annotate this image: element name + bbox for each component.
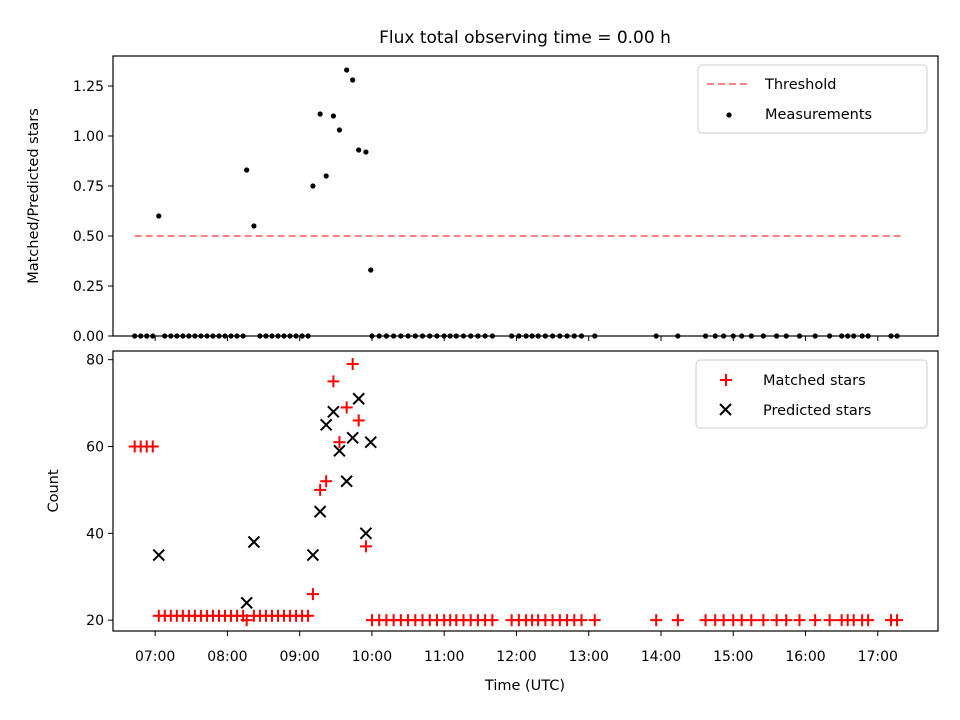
bottom-y-tick-label: 60 (86, 440, 104, 456)
matched-star-point (780, 614, 793, 627)
top-y-tick-label: 1.00 (73, 129, 104, 145)
predicted-star-point (247, 535, 261, 549)
matched-star-point (146, 440, 159, 453)
predicted-star-point (327, 405, 340, 418)
measurement-point (363, 149, 369, 155)
predicted-star-point (240, 596, 253, 609)
matched-star-point (575, 614, 588, 627)
measurement-point (251, 223, 257, 229)
matched-star-point (346, 358, 359, 371)
top-legend-frame (697, 64, 928, 134)
matched-star-point (306, 588, 319, 601)
matched-star-point (809, 614, 822, 627)
matched-star-point (757, 614, 770, 627)
x-tick-label: 10:00 (352, 649, 392, 665)
predicted-star-point (352, 392, 365, 405)
x-tick-label: 17:00 (858, 649, 898, 665)
x-tick-label: 12:00 (496, 649, 536, 665)
matched-star-point (891, 614, 904, 627)
matched-star-point (745, 614, 758, 627)
matched-star-point (240, 614, 253, 627)
measurement-point (310, 183, 316, 189)
bottom-x-axis: 07:00 08:00 09:00 10:00 11:00 12:00 13:00 14:00… (135, 631, 898, 665)
legend-threshold-label: Threshold (764, 77, 836, 93)
x-tick-label: 13:00 (569, 649, 609, 665)
predicted-star-point (346, 431, 359, 445)
bottom-legend: Matched stars Predicted stars (695, 359, 928, 429)
measurement-point (368, 267, 374, 273)
bottom-y-tick-label: 40 (86, 526, 104, 542)
matched-star-point (793, 614, 806, 627)
predicted-star-point (359, 527, 373, 540)
matched-star-point (588, 614, 601, 627)
legend-predicted-label: Predicted stars (763, 403, 871, 419)
legend-measurements-marker (726, 112, 732, 118)
matched-star-point (650, 614, 663, 627)
predicted-star-point (340, 475, 353, 488)
matched-star-point (671, 614, 684, 627)
measurement-point (323, 173, 329, 179)
measurement-point (156, 213, 162, 219)
measurement-point (330, 113, 337, 119)
top-y-axis: 0.00 0.25 0.50 0.75 1.00 1.25 (73, 79, 113, 345)
legend-predicted-marker (719, 403, 732, 416)
predicted-star-point (364, 435, 377, 449)
bottom-marks (128, 358, 904, 627)
predicted-star-point (319, 418, 333, 432)
bottom-axes-frame (112, 350, 939, 632)
x-tick-label: 11:00 (424, 649, 464, 665)
bottom-y-axis: 20 40 60 80 (86, 353, 113, 629)
matched-star-point (823, 614, 836, 627)
bottom-y-tick-label: 20 (86, 613, 104, 629)
matched-star-point (333, 436, 346, 449)
x-tick-label: 07:00 (135, 649, 175, 665)
matched-star-point (340, 401, 353, 414)
top-y-tick-label: 0.75 (73, 179, 104, 195)
top-axes-frame (112, 55, 939, 337)
top-x-axis (154, 336, 879, 341)
bottom-y-tick-label: 80 (86, 353, 104, 369)
matched-star-point (486, 614, 499, 627)
top-y-tick-label: 0.00 (73, 329, 104, 345)
measurement-point (350, 77, 356, 83)
matched-star-point (862, 614, 875, 627)
top-y-tick-label: 1.25 (73, 79, 104, 95)
matched-star-point (359, 540, 372, 553)
x-tick-label: 09:00 (279, 649, 319, 665)
top-y-tick-label: 0.25 (73, 279, 104, 295)
matched-star-point (314, 483, 327, 496)
bottom-legend-frame (695, 359, 928, 429)
bottom-y-axis-label: Count (46, 469, 62, 512)
matched-star-point (302, 609, 315, 622)
predicted-star-point (152, 548, 165, 562)
top-y-axis-label: Matched/Predicted stars (26, 108, 42, 284)
matched-star-point (352, 414, 365, 427)
bottom-panel: 20 40 60 80 07:00 08:00 09:00 10:00 11:00 12:00 1… (46, 350, 939, 694)
x-tick-label: 14:00 (641, 649, 681, 665)
matched-star-point (320, 475, 333, 488)
x-tick-label: 16:00 (785, 649, 825, 665)
top-legend: Threshold Measurements (697, 64, 928, 134)
measurement-point (356, 147, 362, 153)
measurement-point (244, 167, 250, 173)
measurement-point (336, 127, 343, 133)
predicted-star-point (306, 548, 320, 562)
legend-measurements-label: Measurements (765, 107, 872, 123)
chart-title: Flux total observing time = 0.00 h (379, 28, 671, 48)
x-tick-label: 08:00 (207, 649, 247, 665)
predicted-star-point (333, 444, 346, 458)
x-axis-label: Time (UTC) (484, 678, 565, 694)
matched-star-point (327, 375, 340, 388)
top-y-tick-label: 0.50 (73, 229, 104, 245)
predicted-star-point (313, 505, 327, 518)
top-panel: 0.00 0.25 0.50 0.75 1.00 1.25 Matched/Predict… (26, 55, 939, 345)
measurement-point (317, 111, 323, 117)
legend-matched-label: Matched stars (763, 373, 866, 389)
legend-matched-marker (720, 374, 732, 386)
x-tick-label: 15:00 (713, 649, 753, 665)
measurement-point (344, 67, 350, 73)
